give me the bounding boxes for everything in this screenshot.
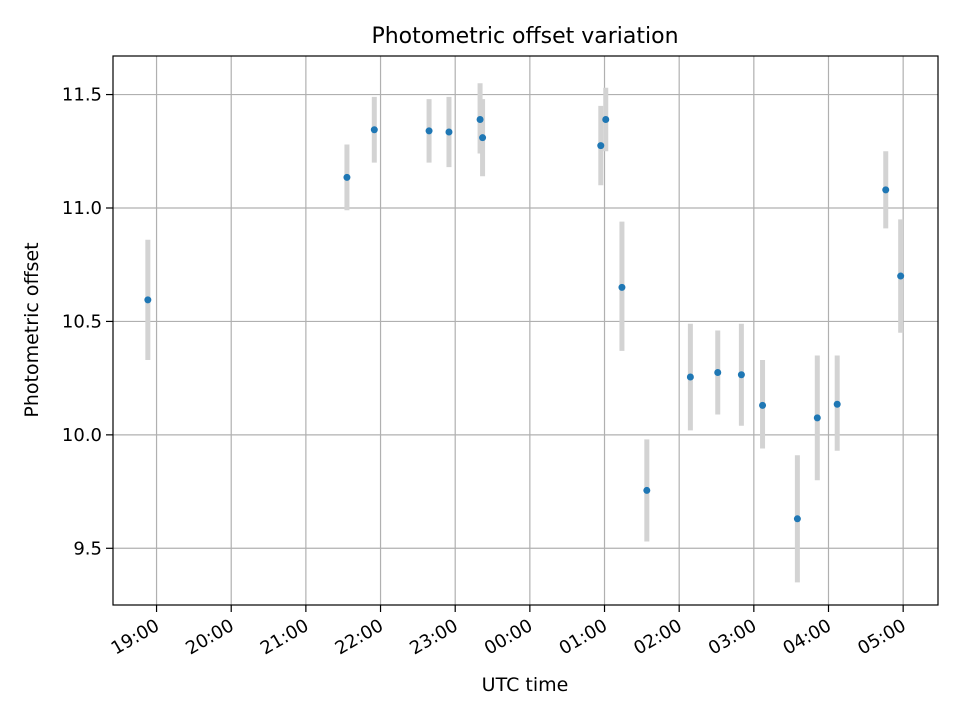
- data-point: [343, 173, 351, 181]
- data-point: [793, 515, 801, 523]
- data-point: [144, 296, 152, 304]
- point-layer: [144, 116, 905, 523]
- y-tick-label: 9.5: [73, 538, 102, 559]
- chart-title: Photometric offset variation: [371, 24, 678, 49]
- data-point: [445, 128, 453, 136]
- data-point: [476, 116, 484, 124]
- data-point: [897, 272, 905, 280]
- data-point: [714, 368, 722, 376]
- data-point: [618, 283, 626, 291]
- data-point: [425, 127, 433, 135]
- axes-frame: [112, 55, 939, 606]
- y-tick-label: 10.0: [62, 425, 102, 446]
- y-tick-label: 11.5: [62, 85, 102, 106]
- data-point: [370, 126, 378, 134]
- data-point: [813, 414, 821, 422]
- data-point: [833, 400, 841, 408]
- data-point: [686, 373, 694, 381]
- data-point: [597, 142, 605, 150]
- data-point: [643, 486, 651, 494]
- y-tick-label: 10.5: [62, 311, 102, 332]
- y-tick-label: 11.0: [62, 198, 102, 219]
- data-point: [737, 371, 745, 379]
- data-point: [479, 134, 487, 142]
- data-point: [602, 116, 610, 124]
- x-axis-label: UTC time: [482, 674, 569, 696]
- data-point: [882, 186, 890, 194]
- data-point: [759, 401, 767, 409]
- y-axis-label: Photometric offset: [21, 242, 43, 417]
